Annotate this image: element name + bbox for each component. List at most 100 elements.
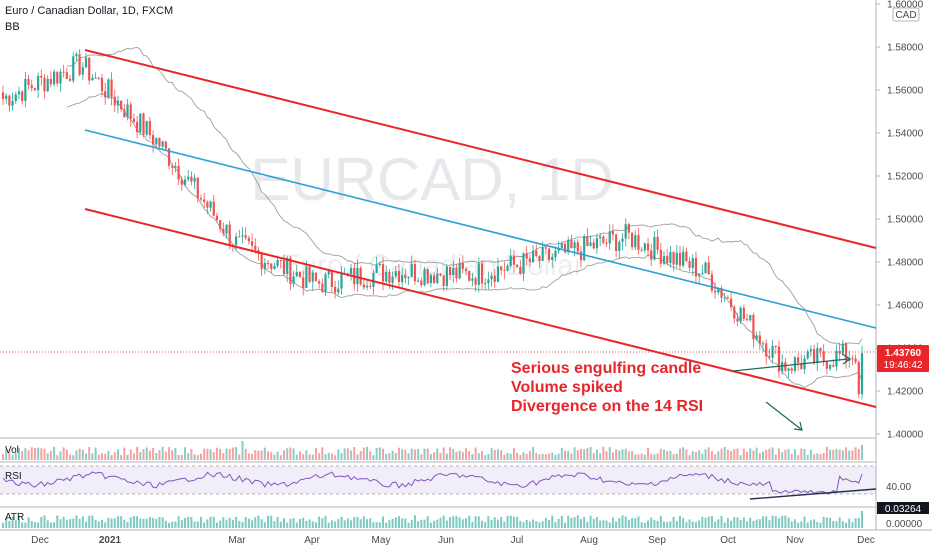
candle-body [21,91,24,102]
atr-bar [465,518,468,528]
volume-bar [835,448,838,460]
candle-body [729,298,733,308]
engulfing-arrow[interactable] [732,358,849,372]
candle-body [531,250,535,263]
atr-bar [554,522,557,528]
volume-bar [595,449,598,460]
atr-bar [417,521,420,528]
candle-body [107,79,110,98]
candle-body [5,95,8,99]
volume-bar [621,449,624,460]
candle-body [337,288,340,293]
price-axis[interactable]: 1.60000 1.58000 1.56000 1.54000 1.52000 1.500… [876,0,924,441]
atr-bar [717,519,720,528]
atr-bar [583,516,586,528]
candle-body [516,264,519,267]
atr-bar [142,518,145,528]
price-tag-countdown: 19:46:42 [884,360,923,371]
volume-bar [809,449,812,460]
atr-label: ATR [5,512,24,523]
candle-body [615,234,618,251]
atr-bar [458,517,461,528]
volume-bar [235,447,238,460]
atr-bar [100,519,103,528]
candle-body [100,77,104,92]
volume-bar [691,451,694,460]
candle-body [238,236,241,238]
atr-bar [276,516,279,528]
atr-bar [388,520,391,528]
candle-body [448,266,452,275]
atr-bar [75,515,78,528]
volume-bar [797,455,800,460]
candle-body [193,177,196,182]
atr-bar [56,515,59,528]
candle-body [429,275,433,284]
candlesticks[interactable] [1,49,864,400]
volume-bar [136,446,139,460]
volume-bar [576,450,579,460]
atr-bar [650,517,653,528]
volume-bar [314,448,317,460]
volume-bar [30,447,33,460]
atr-bar [516,516,519,528]
atr-bar [666,522,669,528]
price-tag [877,345,929,372]
atr-bar [94,519,97,528]
channel-mid-line[interactable] [84,129,877,329]
atr-bar [541,521,544,528]
atr-bar [841,521,844,528]
atr-bar [410,519,413,528]
volume-bar [129,449,132,460]
volume-bar [519,455,522,460]
volume-bar [385,454,388,460]
candle-body [838,350,841,354]
atr-bar [314,522,317,528]
candle-body [621,238,624,242]
atr-bar [206,519,209,528]
indicator-label[interactable]: BB [5,21,20,33]
candle-body [40,75,43,78]
candle-body [592,242,595,249]
candle-body [62,71,65,73]
volume-bar [672,454,675,460]
currency-box[interactable] [892,7,920,22]
candle-body [487,279,490,284]
volume-bar [276,451,279,460]
atr-bar [589,515,592,528]
price-tick-label: 1.56000 [887,86,924,97]
atr-bar [337,519,340,528]
volume-bar [739,455,742,460]
candle-body [643,243,646,251]
candle-body [151,135,155,145]
atr-bar [375,522,378,528]
rsi-line[interactable] [2,471,863,495]
volume-bar [311,454,314,460]
atr-bar [164,520,167,528]
channel-lower-line[interactable] [84,208,877,408]
candle-body [765,343,768,357]
volume-bar [247,453,250,460]
atr-bar [327,522,330,528]
divergence-arrow[interactable] [765,401,803,431]
atr-bar [752,521,755,528]
volume-bar [857,448,860,460]
rsi-divergence-line[interactable] [749,488,877,500]
volume-bar [225,448,228,460]
candle-body [669,252,672,263]
candle-body [800,363,803,370]
volume-bar [557,453,560,460]
atr-bar [292,518,295,528]
atr-bar [678,516,681,528]
volume-bar [560,447,563,460]
time-axis[interactable]: Dec 2021 Mar Apr May Jun Jul Aug Sep Oct Nov Dec [31,535,875,546]
candle-body [292,276,295,284]
atr-bar [806,522,809,528]
candle-body [432,275,436,283]
volume-bar [768,448,771,460]
symbol-title[interactable]: Euro / Canadian Dollar, 1D, FXCM [5,5,173,17]
channel-upper-line[interactable] [84,49,877,249]
candle-body [653,236,656,260]
